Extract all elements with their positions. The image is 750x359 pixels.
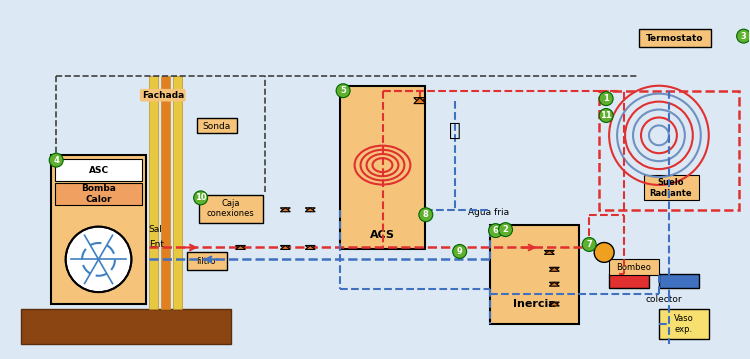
Bar: [609, 259, 659, 275]
Polygon shape: [280, 208, 290, 212]
Polygon shape: [236, 246, 245, 250]
Bar: [56, 183, 142, 205]
Text: 3: 3: [741, 32, 746, 41]
Polygon shape: [305, 208, 315, 212]
Text: filtro: filtro: [197, 257, 217, 266]
Polygon shape: [549, 267, 560, 271]
Bar: [187, 252, 226, 270]
Polygon shape: [549, 267, 560, 271]
Circle shape: [419, 208, 433, 222]
Text: Termostato: Termostato: [646, 34, 704, 43]
Circle shape: [336, 84, 350, 98]
Text: Sonda: Sonda: [202, 122, 231, 131]
Polygon shape: [549, 282, 560, 286]
Circle shape: [599, 92, 613, 106]
Text: Suelo
Radiante: Suelo Radiante: [650, 178, 692, 198]
Text: ASC: ASC: [88, 165, 109, 174]
Text: 10: 10: [195, 194, 206, 202]
Bar: [644, 175, 699, 200]
Text: 🚿: 🚿: [448, 121, 460, 140]
Bar: [659, 309, 709, 339]
Polygon shape: [414, 98, 426, 104]
Polygon shape: [305, 246, 315, 250]
Bar: [56, 159, 142, 181]
Bar: [340, 86, 424, 250]
Circle shape: [582, 238, 596, 251]
Polygon shape: [549, 302, 560, 306]
Text: ACS: ACS: [370, 229, 395, 239]
Bar: [51, 155, 146, 304]
Bar: [609, 274, 649, 288]
Bar: [160, 76, 170, 309]
Bar: [639, 29, 711, 47]
Circle shape: [736, 29, 750, 43]
Bar: [599, 91, 739, 210]
Polygon shape: [544, 251, 554, 255]
Text: 4: 4: [53, 156, 59, 165]
Circle shape: [194, 191, 208, 205]
Circle shape: [50, 153, 63, 167]
Text: Inercia: Inercia: [513, 299, 556, 309]
Text: 1: 1: [603, 94, 609, 103]
Bar: [199, 195, 263, 223]
Bar: [172, 76, 182, 309]
Polygon shape: [544, 251, 554, 255]
Circle shape: [66, 227, 131, 292]
Circle shape: [599, 108, 613, 122]
Text: 6: 6: [493, 226, 499, 235]
Text: 8: 8: [423, 210, 429, 219]
Text: Ent: Ent: [148, 240, 164, 249]
Circle shape: [453, 244, 466, 258]
Circle shape: [488, 224, 502, 238]
Text: 2: 2: [503, 225, 509, 234]
Polygon shape: [305, 208, 315, 212]
Text: 5: 5: [340, 86, 346, 95]
Text: Bomba
Calor: Bomba Calor: [81, 184, 116, 204]
Text: Vaso
exp.: Vaso exp.: [674, 314, 694, 334]
Polygon shape: [280, 208, 290, 212]
Circle shape: [499, 223, 512, 237]
Text: 11: 11: [600, 111, 612, 120]
Bar: [21, 309, 230, 344]
Text: Fachada: Fachada: [142, 91, 184, 100]
Text: Bombeo: Bombeo: [616, 263, 652, 272]
Text: 9: 9: [457, 247, 463, 256]
Polygon shape: [236, 246, 245, 250]
Text: colector: colector: [646, 295, 682, 304]
Circle shape: [594, 243, 614, 262]
Polygon shape: [549, 282, 560, 286]
Polygon shape: [280, 246, 290, 250]
Polygon shape: [305, 246, 315, 250]
Bar: [490, 225, 579, 324]
Bar: [196, 118, 236, 133]
Bar: [148, 76, 158, 309]
Text: Sal: Sal: [148, 225, 163, 234]
Text: 7: 7: [586, 240, 592, 249]
Polygon shape: [280, 246, 290, 250]
Polygon shape: [414, 98, 426, 104]
Text: Caja
conexiones: Caja conexiones: [207, 199, 254, 219]
Text: Agua fria: Agua fria: [468, 208, 509, 217]
Polygon shape: [549, 302, 560, 306]
Bar: [659, 274, 699, 288]
